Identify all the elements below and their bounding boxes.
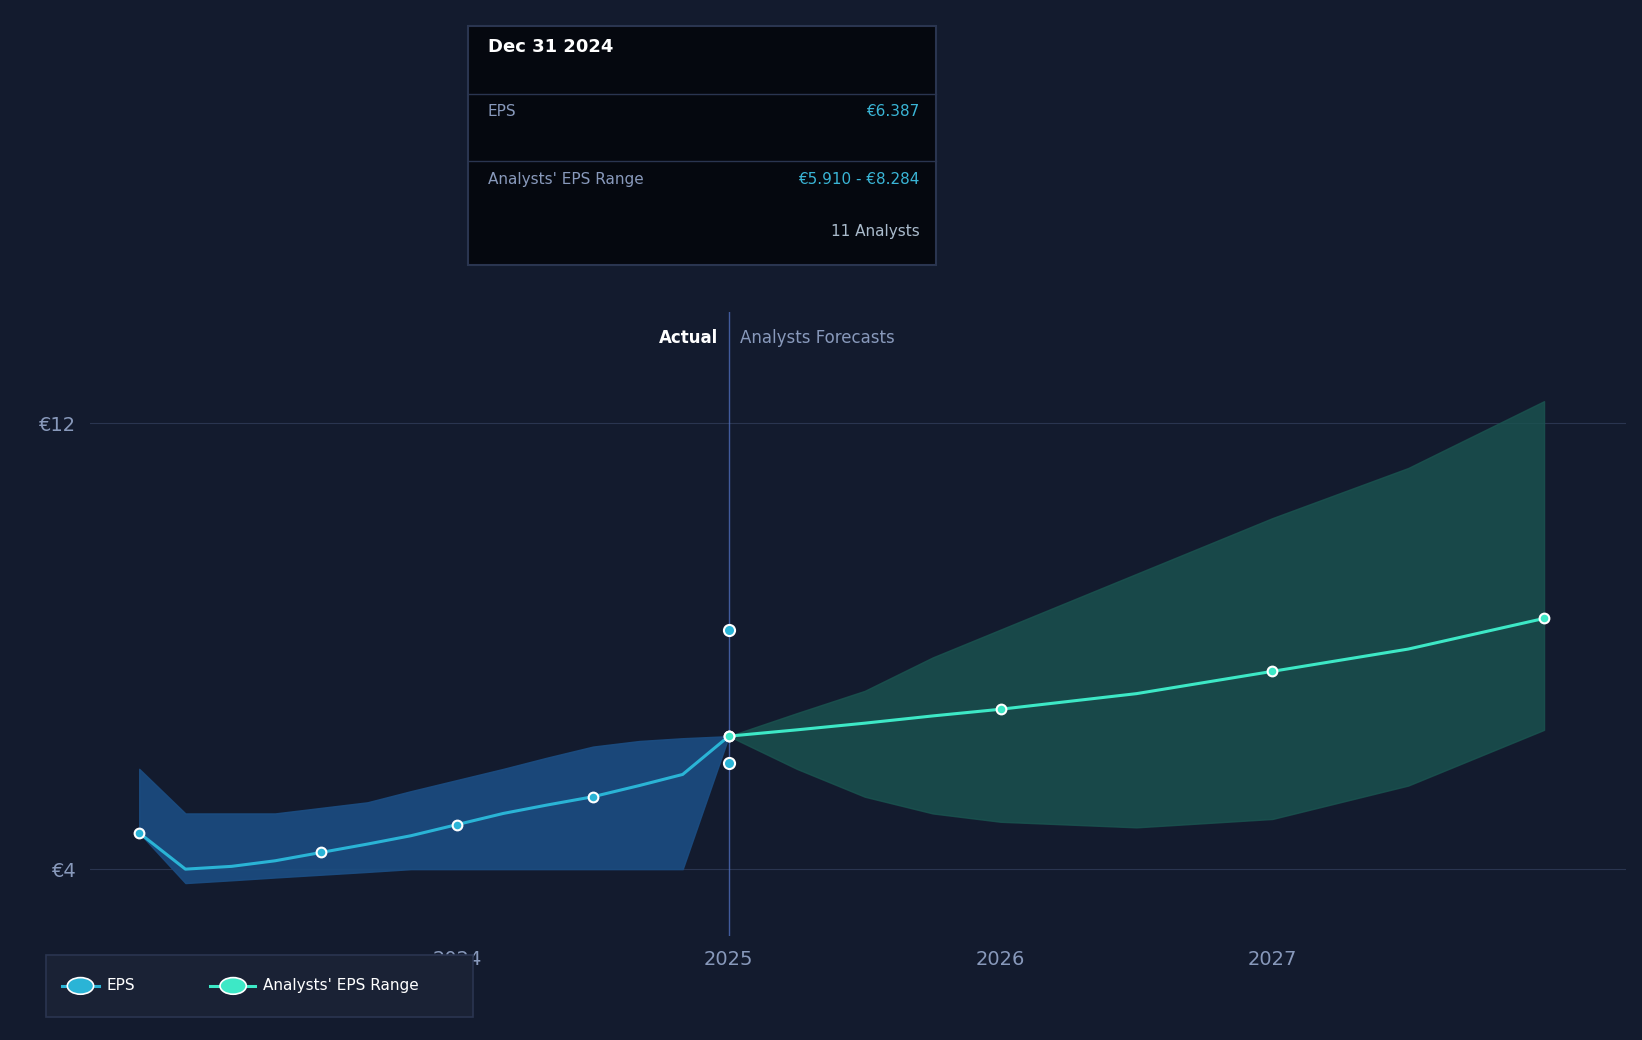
Text: EPS: EPS — [107, 979, 135, 993]
Text: €6.387: €6.387 — [867, 104, 920, 119]
Text: Analysts' EPS Range: Analysts' EPS Range — [263, 979, 419, 993]
Text: Analysts Forecasts: Analysts Forecasts — [741, 329, 895, 346]
Text: o: o — [76, 979, 85, 993]
Text: EPS: EPS — [488, 104, 516, 119]
Text: o: o — [228, 979, 238, 993]
Text: Analysts' EPS Range: Analysts' EPS Range — [488, 172, 644, 186]
Text: 11 Analysts: 11 Analysts — [831, 224, 920, 238]
Text: Dec 31 2024: Dec 31 2024 — [488, 38, 612, 56]
Text: €5.910 - €8.284: €5.910 - €8.284 — [798, 172, 920, 186]
Text: Actual: Actual — [658, 329, 718, 346]
